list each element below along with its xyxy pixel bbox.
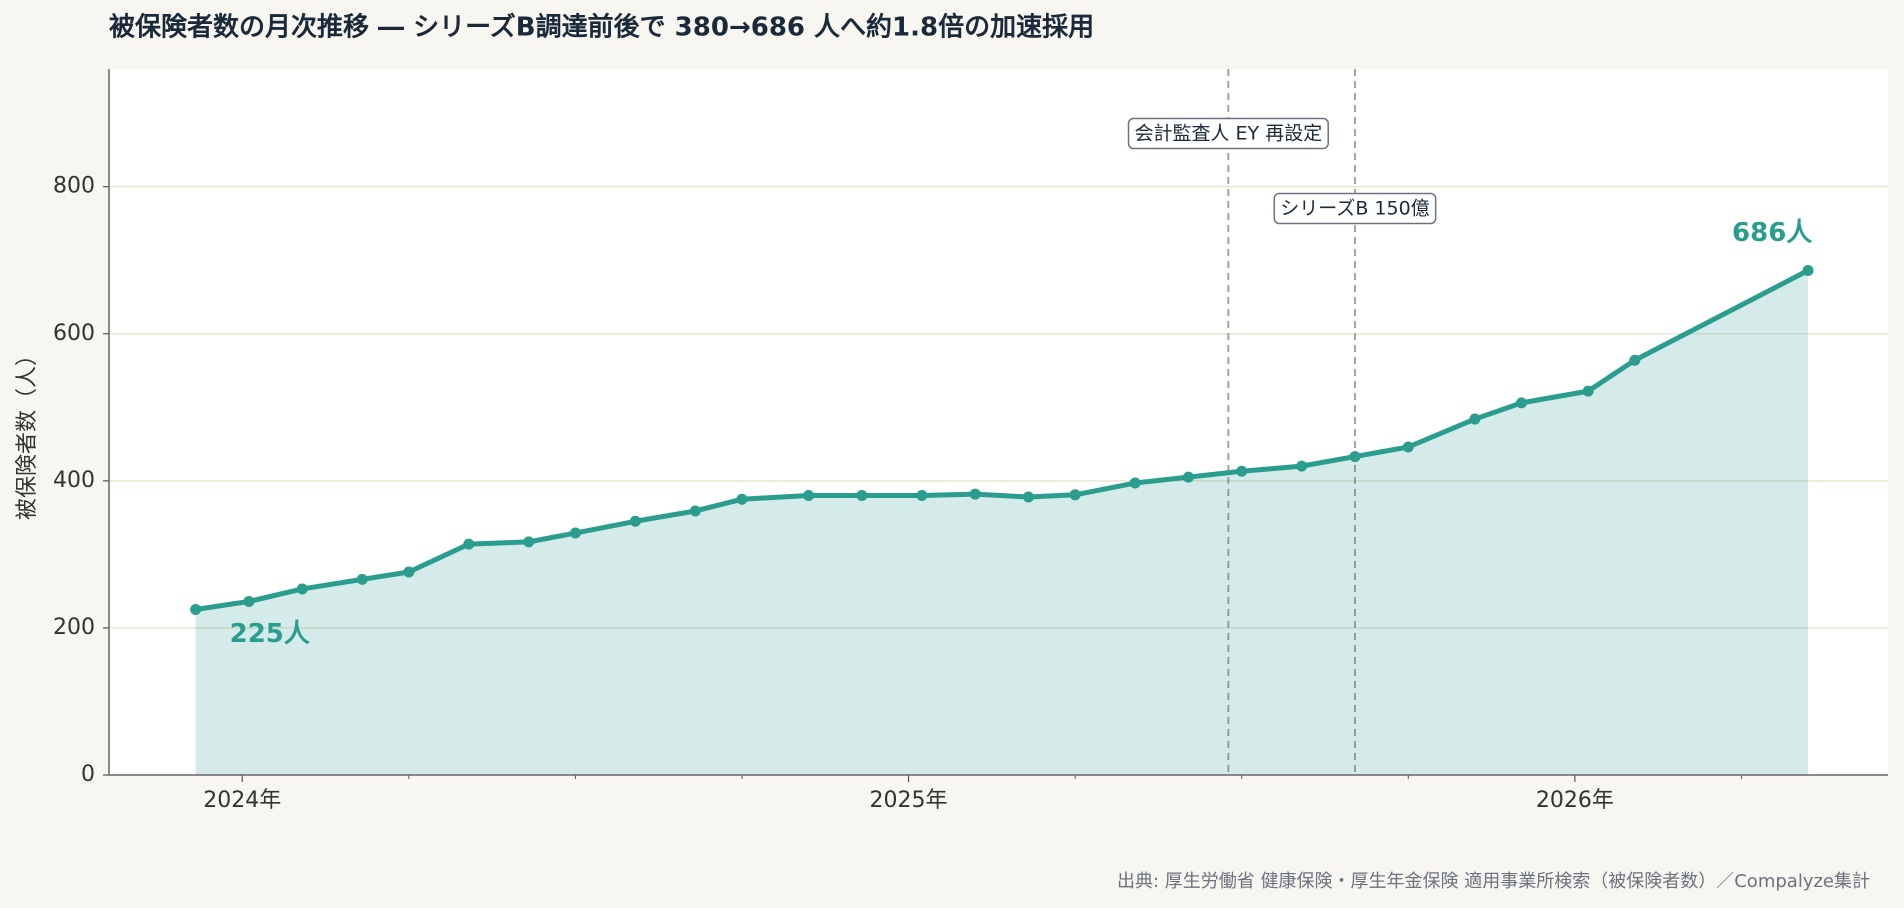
value-label: 686人 [1732, 218, 1812, 248]
point [523, 536, 535, 548]
chart-title: 被保険者数の月次推移 ― シリーズB調達前後で 380→686 人へ約1.8倍の… [109, 12, 1094, 43]
area [195, 270, 1809, 775]
point [1469, 413, 1481, 425]
point [1349, 451, 1361, 463]
point [629, 515, 641, 527]
y-tick-label: 400 [53, 468, 95, 493]
y-axis-label: 被保険者数（人） [15, 344, 40, 520]
y-tick-label: 600 [53, 321, 95, 346]
point [296, 583, 308, 595]
point [1402, 441, 1414, 453]
point [1022, 491, 1034, 503]
point [1296, 460, 1308, 472]
point [243, 595, 255, 607]
x-tick-label: 2025年 [870, 788, 948, 813]
y-tick-label: 0 [81, 762, 95, 787]
event-label-box [1127, 117, 1329, 150]
point [1236, 465, 1248, 477]
point [1516, 397, 1528, 409]
event-label: 会計監査人 EY 再設定 [1135, 123, 1323, 145]
value-label: 225人 [230, 619, 310, 649]
event-label-box [1273, 192, 1437, 225]
point [1629, 354, 1641, 366]
x-tick-label: 2024年 [203, 788, 281, 813]
point [463, 538, 475, 550]
point [856, 490, 868, 502]
y-tick-label: 200 [53, 615, 95, 640]
point [1069, 489, 1081, 501]
point [689, 505, 701, 517]
source-note: 出典: 厚生労働省 健康保険・厚生年金保険 適用事業所検索（被保険者数）／Com… [1117, 871, 1870, 892]
point [1582, 385, 1594, 397]
point [969, 488, 981, 500]
point [1182, 471, 1194, 483]
point [803, 490, 815, 502]
point [190, 604, 202, 616]
point [403, 566, 415, 578]
point [569, 527, 581, 539]
x-tick-label: 2026年 [1536, 788, 1614, 813]
point [736, 493, 748, 505]
point [916, 490, 928, 502]
point [1802, 265, 1814, 277]
y-tick-label: 800 [53, 174, 95, 199]
event-label: シリーズB 150億 [1280, 198, 1429, 220]
point [1129, 477, 1141, 489]
line [195, 268, 1810, 613]
point [356, 573, 368, 585]
